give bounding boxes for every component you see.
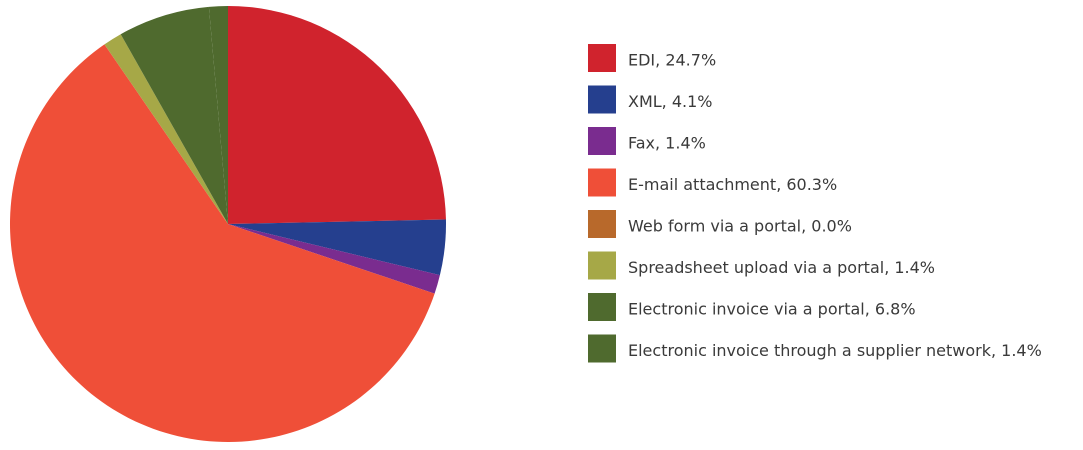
legend-swatch <box>588 44 616 72</box>
legend-label: Electronic invoice through a supplier ne… <box>628 341 1042 360</box>
legend-label: Electronic invoice via a portal, 6.8% <box>628 300 916 319</box>
pie-slice <box>228 6 446 224</box>
legend-swatch <box>588 127 616 155</box>
pie-slice <box>120 6 228 225</box>
legend-label: XML, 4.1% <box>628 92 713 111</box>
legend-swatch <box>588 293 616 321</box>
legend-label: Spreadsheet upload via a portal, 1.4% <box>628 258 935 277</box>
pie-slice <box>228 224 440 294</box>
pie-slice <box>228 219 446 276</box>
legend-label: Web form via a portal, 0.0% <box>628 217 852 236</box>
legend-swatch <box>588 251 616 280</box>
legend-swatch <box>588 168 616 197</box>
pie-slice <box>208 6 228 224</box>
legend-swatch <box>588 85 616 114</box>
legend-label: Fax, 1.4% <box>628 134 706 153</box>
legend-label: EDI, 24.7% <box>628 51 716 70</box>
legend-label: E-mail attachment, 60.3% <box>628 175 837 194</box>
legend-swatch <box>588 210 616 238</box>
pie-slice <box>9 44 435 442</box>
legend-swatch <box>588 334 616 363</box>
pie-slice <box>104 34 228 225</box>
